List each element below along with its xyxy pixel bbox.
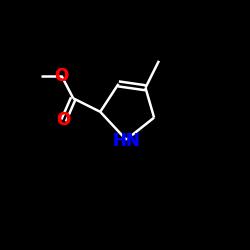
- Text: O: O: [54, 67, 69, 85]
- Circle shape: [54, 69, 69, 84]
- Circle shape: [56, 113, 71, 128]
- Text: O: O: [56, 112, 71, 130]
- Text: O: O: [56, 112, 71, 130]
- Text: HN: HN: [112, 132, 140, 150]
- Circle shape: [119, 132, 134, 147]
- Text: HN: HN: [112, 132, 140, 150]
- Text: O: O: [54, 67, 69, 85]
